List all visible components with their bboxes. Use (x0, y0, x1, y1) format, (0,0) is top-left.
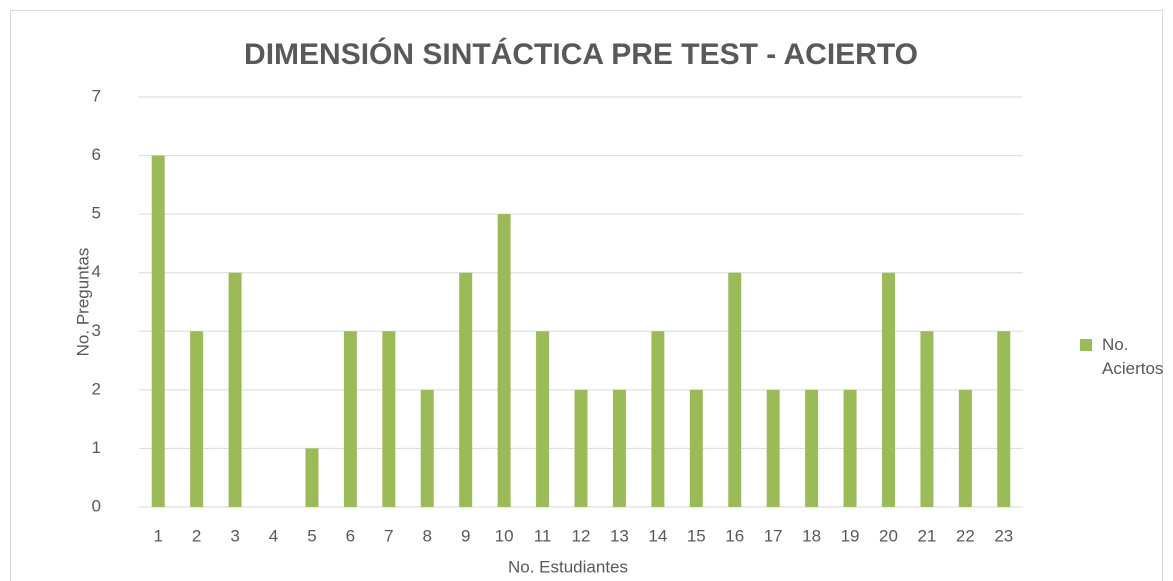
y-tick-label: 3 (92, 321, 101, 340)
y-tick-label: 1 (92, 438, 101, 457)
bar (843, 389, 857, 507)
x-tick-label: 18 (802, 526, 821, 545)
bar (382, 331, 396, 507)
bar (420, 389, 434, 507)
bar (881, 272, 895, 507)
bar (343, 331, 357, 507)
x-tick-label: 22 (956, 526, 975, 545)
bar (536, 331, 550, 507)
x-tick-label: 13 (610, 526, 629, 545)
bar (805, 389, 819, 507)
bar (190, 331, 204, 507)
x-tick-label: 3 (230, 526, 239, 545)
bar (151, 155, 165, 508)
y-tick-label: 2 (92, 379, 101, 398)
bar (305, 448, 319, 507)
bar (612, 389, 626, 507)
bar (997, 331, 1011, 507)
y-tick-label: 4 (92, 262, 101, 281)
bar (728, 272, 742, 507)
y-tick-label: 6 (92, 145, 101, 164)
legend-label: No. Aciertos (1102, 335, 1164, 378)
x-tick-label: 15 (687, 526, 706, 545)
x-tick-label: 20 (879, 526, 898, 545)
x-tick-label: 6 (346, 526, 355, 545)
y-tick-label: 5 (92, 204, 101, 223)
x-tick-label: 5 (307, 526, 316, 545)
bar (497, 214, 511, 507)
x-tick-label: 4 (269, 526, 278, 545)
x-tick-label: 23 (994, 526, 1013, 545)
x-tick-label: 12 (572, 526, 591, 545)
x-tick-label: 2 (192, 526, 201, 545)
legend-swatch (1080, 339, 1092, 351)
y-tick-label: 7 (92, 86, 101, 105)
chart-title: DIMENSIÓN SINTÁCTICA PRE TEST - ACIERTO (244, 37, 918, 71)
bar (228, 272, 242, 507)
bar (766, 389, 780, 507)
x-tick-label: 1 (153, 526, 162, 545)
x-tick-label: 16 (725, 526, 744, 545)
bar (920, 331, 934, 507)
x-tick-label: 7 (384, 526, 393, 545)
y-axis-title: No. Preguntas (73, 248, 92, 357)
x-tick-label: 10 (495, 526, 514, 545)
x-tick-label: 8 (423, 526, 432, 545)
x-axis-title: No. Estudiantes (508, 557, 628, 576)
bar (651, 331, 665, 507)
x-tick-label: 21 (917, 526, 936, 545)
x-tick-label: 9 (461, 526, 470, 545)
bar (689, 389, 703, 507)
x-tick-label: 11 (534, 526, 552, 545)
x-tick-label: 17 (764, 526, 783, 545)
x-tick-label: 19 (841, 526, 860, 545)
bar (459, 272, 473, 507)
x-tick-label: 14 (648, 526, 667, 545)
bar (574, 389, 588, 507)
bar (958, 389, 972, 507)
y-tick-label: 0 (92, 496, 101, 515)
